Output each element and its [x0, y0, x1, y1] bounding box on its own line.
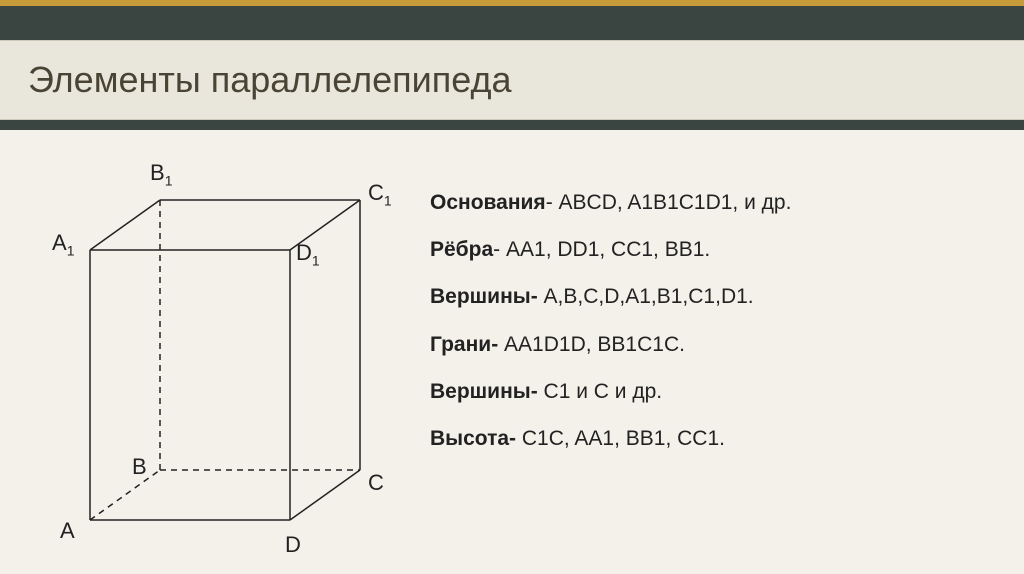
definitions-list: Основания- ABCD, A1B1C1D1, и др.Рёбра- A…	[430, 190, 990, 473]
vertex-label-a: A	[60, 518, 75, 544]
vertex-label-b: B	[132, 454, 147, 480]
slide-title: Элементы параллелепипеда	[28, 59, 512, 101]
definition-label: Вершины-	[430, 380, 538, 403]
definition-value: - ABCD, A1B1C1D1, и др.	[546, 191, 792, 214]
vertex-labels-layer: A D B C A1 D1 B1 C1	[30, 150, 390, 570]
definition-line: Вершины- A,B,C,D,A1,B1,C1,D1.	[430, 284, 990, 309]
definition-line: Высота- C1C, AA1, BB1, CC1.	[430, 426, 990, 451]
definition-value: C1 и C и др.	[538, 380, 662, 403]
vertex-label-c1: C1	[368, 180, 392, 208]
definition-value: A,B,C,D,A1,B1,C1,D1.	[538, 285, 754, 308]
parallelepiped-diagram: A D B C A1 D1 B1 C1	[30, 150, 390, 574]
definition-label: Грани-	[430, 333, 498, 356]
slide: Элементы параллелепипеда A D B C A1 D1 B1 C1 Ос…	[0, 0, 1024, 574]
definition-value: C1C, AA1, BB1, CC1.	[516, 427, 725, 450]
definition-line: Грани- AA1D1D, BB1C1C.	[430, 332, 990, 357]
top-accent-bar	[0, 0, 1024, 6]
vertex-label-d1: D1	[296, 240, 320, 268]
definition-value: AA1D1D, BB1C1C.	[498, 333, 685, 356]
definition-value: - AA1, DD1, CC1, BB1.	[493, 238, 710, 261]
definition-line: Вершины- C1 и C и др.	[430, 379, 990, 404]
definition-label: Основания	[430, 191, 546, 214]
vertex-label-a1: A1	[52, 230, 74, 258]
definition-label: Вершины-	[430, 285, 538, 308]
definition-label: Рёбра	[430, 238, 493, 261]
content-area: A D B C A1 D1 B1 C1 Основания- ABCD, A1B1C1D1, …	[0, 130, 1024, 574]
vertex-label-d: D	[285, 532, 301, 558]
vertex-label-b1: B1	[150, 160, 172, 188]
vertex-label-c: C	[368, 470, 384, 496]
definition-line: Основания- ABCD, A1B1C1D1, и др.	[430, 190, 990, 215]
definition-label: Высота-	[430, 427, 516, 450]
definition-line: Рёбра- AA1, DD1, CC1, BB1.	[430, 237, 990, 262]
title-band: Элементы параллелепипеда	[0, 40, 1024, 120]
